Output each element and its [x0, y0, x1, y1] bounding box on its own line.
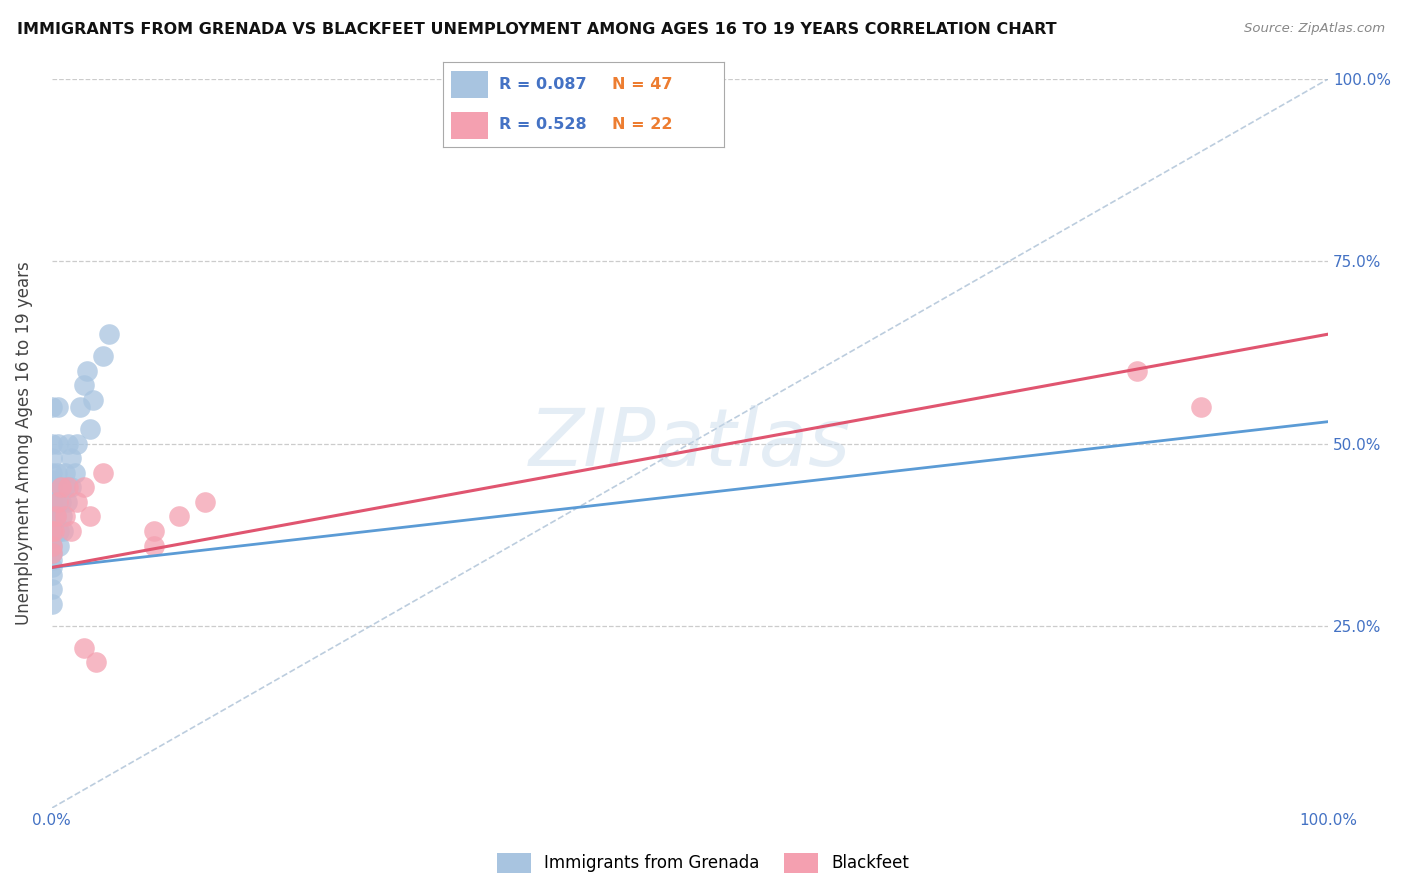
Point	[44, 524, 66, 538]
Point	[98, 327, 121, 342]
Point	[41, 436, 63, 450]
Point	[41, 509, 63, 524]
Point	[76, 363, 98, 377]
Point	[41, 546, 63, 560]
Bar	[451, 71, 488, 98]
Point	[46, 436, 69, 450]
Point	[194, 495, 217, 509]
Point	[73, 640, 96, 655]
Point	[46, 495, 69, 509]
Text: R = 0.528: R = 0.528	[499, 117, 586, 132]
Text: Source: ZipAtlas.com: Source: ZipAtlas.com	[1244, 22, 1385, 36]
Point	[53, 509, 76, 524]
Point	[41, 546, 63, 560]
Point	[73, 378, 96, 392]
Point	[49, 480, 72, 494]
Point	[41, 516, 63, 531]
Point	[45, 480, 67, 494]
Point	[45, 466, 67, 480]
Point	[58, 480, 80, 494]
Point	[86, 655, 108, 669]
Point	[41, 582, 63, 597]
Point	[48, 539, 70, 553]
Point	[45, 509, 67, 524]
Point	[45, 509, 67, 524]
Point	[63, 466, 86, 480]
Point	[59, 524, 82, 538]
Point	[44, 524, 66, 538]
Point	[49, 495, 72, 509]
Legend: Immigrants from Grenada, Blackfeet: Immigrants from Grenada, Blackfeet	[491, 847, 915, 880]
Point	[41, 553, 63, 567]
Point	[41, 495, 63, 509]
Point	[51, 509, 73, 524]
Y-axis label: Unemployment Among Ages 16 to 19 years: Unemployment Among Ages 16 to 19 years	[15, 261, 32, 625]
Point	[142, 539, 165, 553]
Point	[79, 509, 101, 524]
Point	[41, 539, 63, 553]
Point	[41, 524, 63, 538]
Point	[52, 524, 75, 538]
Point	[142, 524, 165, 538]
Point	[41, 466, 63, 480]
Point	[59, 451, 82, 466]
Point	[59, 480, 82, 494]
Point	[169, 509, 191, 524]
Point	[41, 539, 63, 553]
Point	[41, 524, 63, 538]
Text: R = 0.087: R = 0.087	[499, 77, 586, 92]
Point	[58, 436, 80, 450]
Text: N = 47: N = 47	[612, 77, 672, 92]
Point	[41, 597, 63, 611]
Point	[91, 349, 114, 363]
Text: ZIPatlas: ZIPatlas	[529, 405, 851, 483]
Point	[41, 400, 63, 414]
Point	[41, 531, 63, 545]
Point	[1189, 400, 1212, 414]
Point	[56, 495, 79, 509]
Point	[69, 400, 91, 414]
Point	[53, 480, 76, 494]
Point	[41, 567, 63, 582]
Point	[53, 466, 76, 480]
Point	[41, 473, 63, 487]
Bar	[451, 112, 488, 139]
Point	[41, 487, 63, 501]
Point	[45, 495, 67, 509]
Point	[1125, 363, 1147, 377]
Point	[91, 466, 114, 480]
Text: IMMIGRANTS FROM GRENADA VS BLACKFEET UNEMPLOYMENT AMONG AGES 16 TO 19 YEARS CORR: IMMIGRANTS FROM GRENADA VS BLACKFEET UNE…	[17, 22, 1056, 37]
Point	[66, 436, 89, 450]
Point	[66, 495, 89, 509]
Text: N = 22: N = 22	[612, 117, 672, 132]
Point	[46, 400, 69, 414]
Point	[41, 560, 63, 574]
Point	[79, 422, 101, 436]
Point	[41, 451, 63, 466]
Point	[82, 392, 104, 407]
Point	[73, 480, 96, 494]
Point	[41, 480, 63, 494]
Point	[41, 502, 63, 516]
Point	[48, 524, 70, 538]
